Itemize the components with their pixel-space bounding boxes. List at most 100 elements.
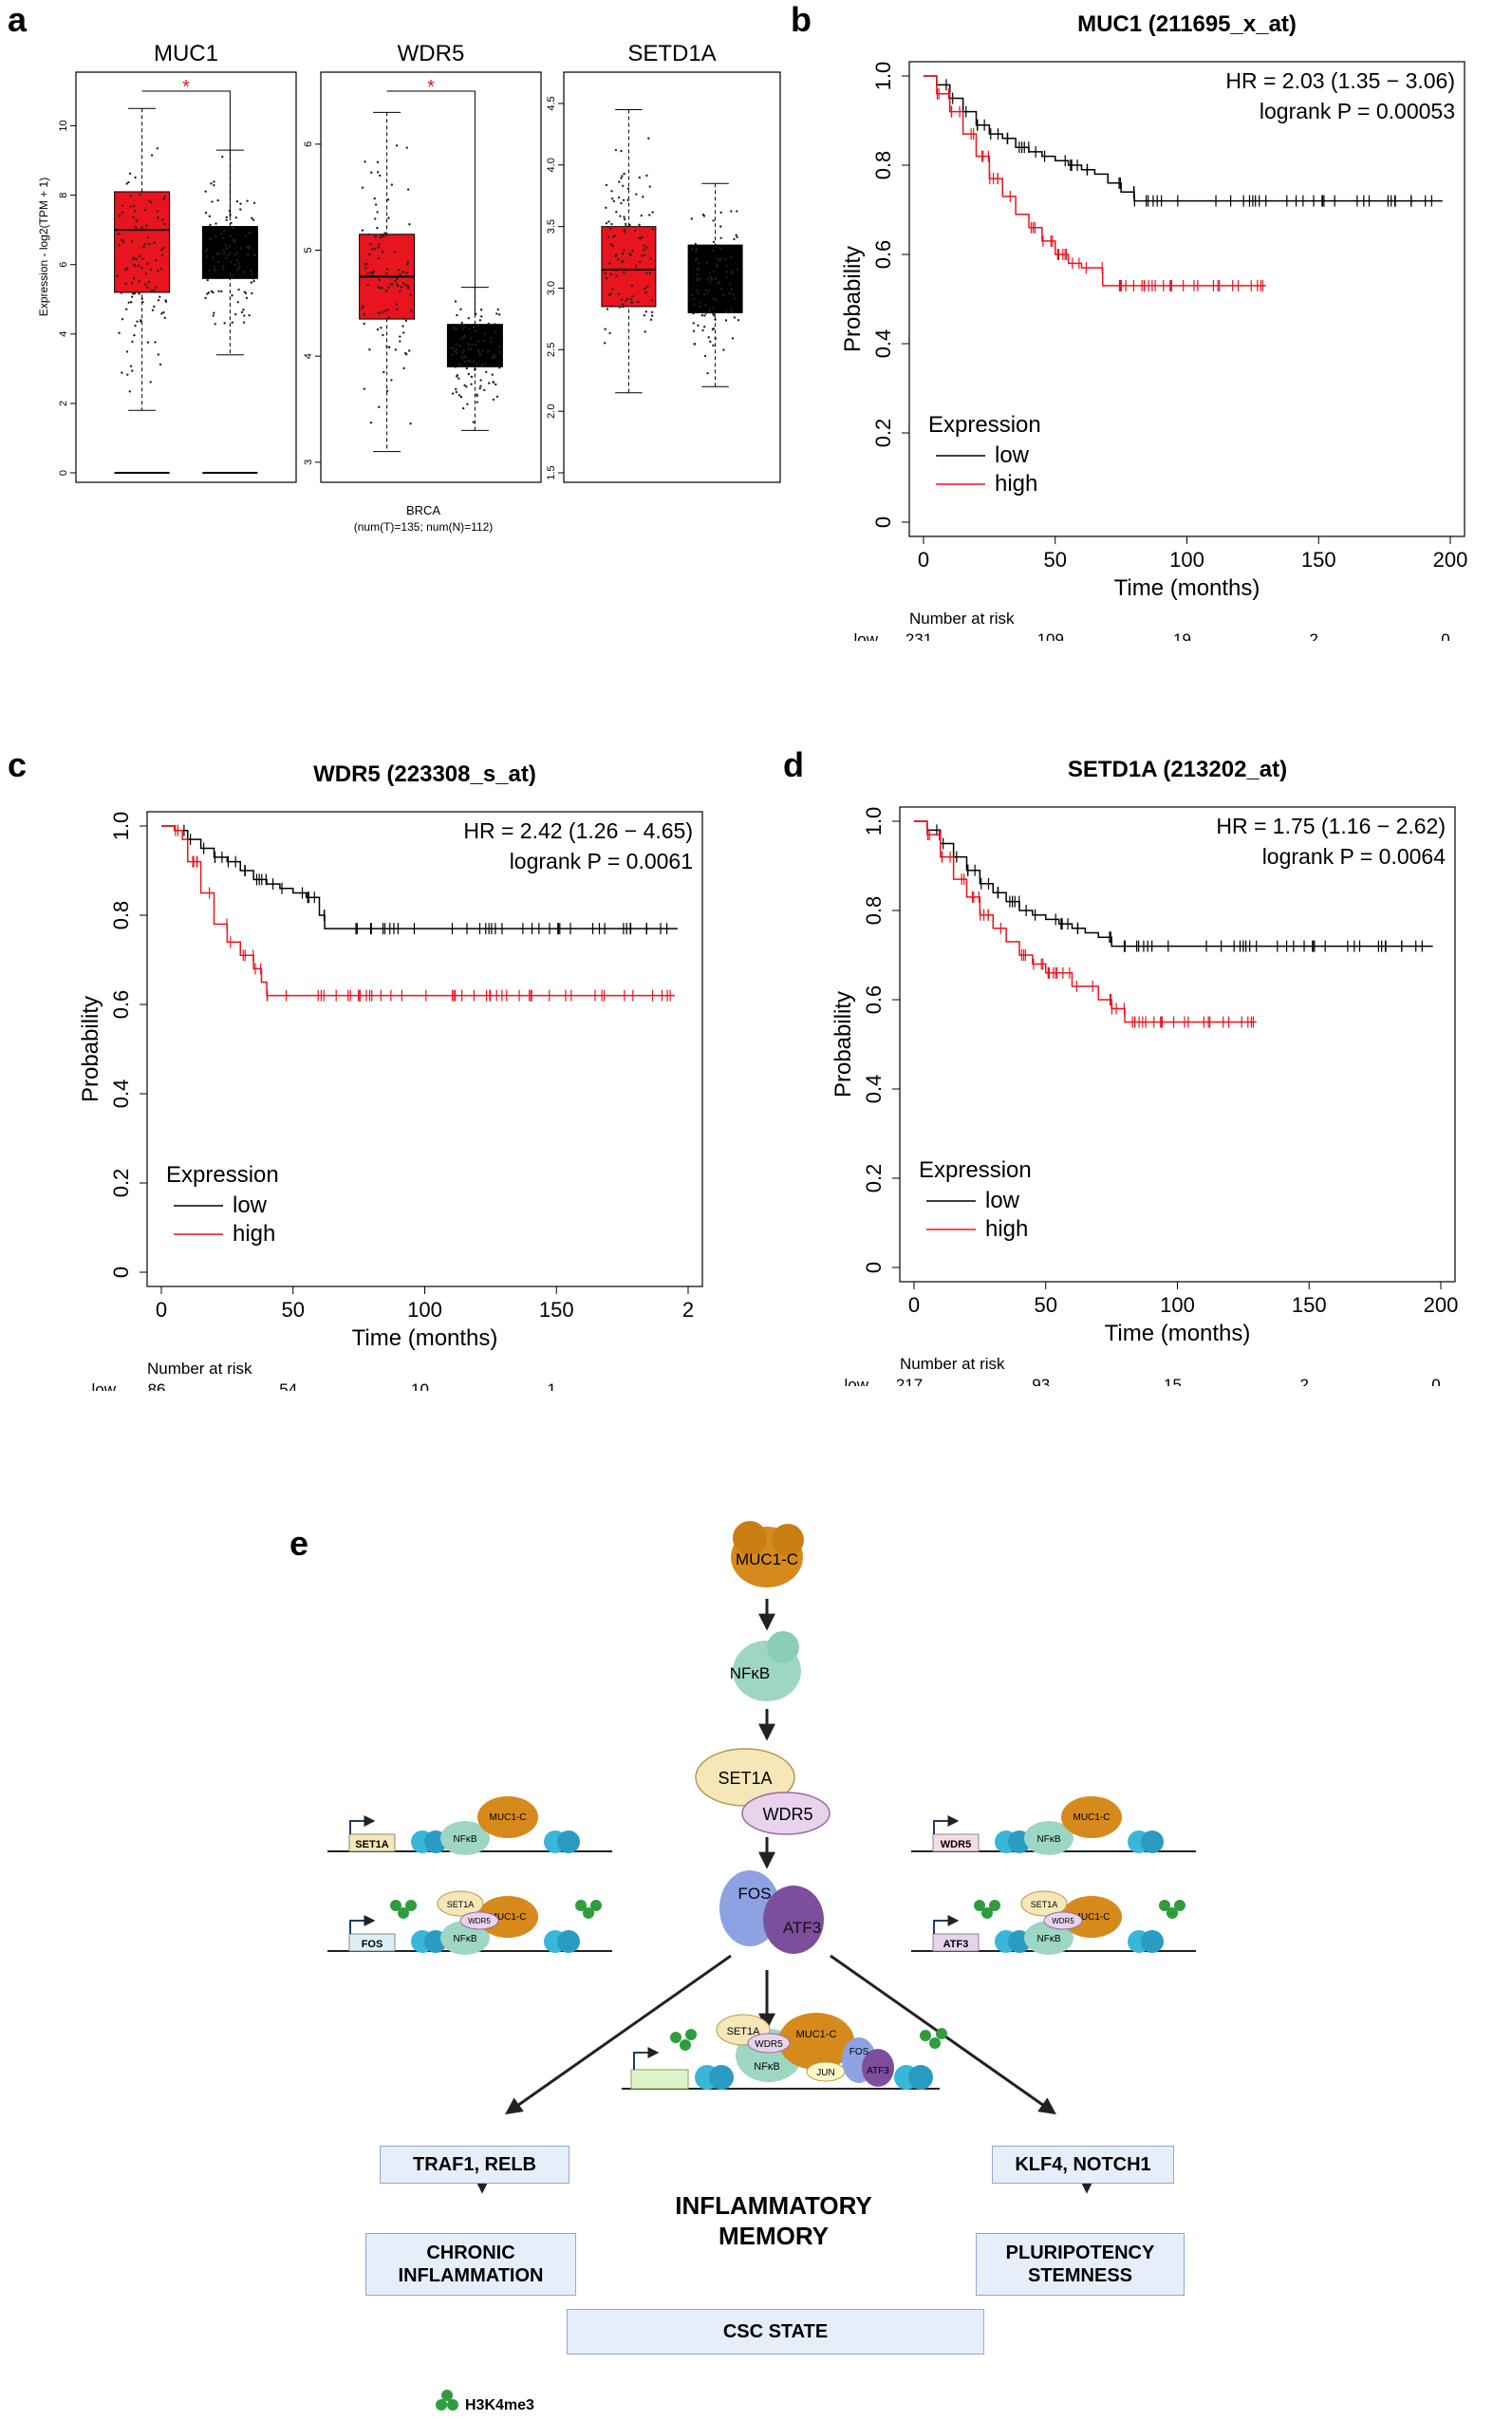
jitter-point [252,218,255,221]
jitter-point [490,341,493,344]
jitter-point [162,310,165,314]
jitter-point [214,270,216,272]
jitter-point [731,337,735,340]
jitter-point [466,403,469,405]
set1a-wdr5-complex: SET1A WDR5 [695,1748,831,1835]
x-tick-label: 50 [1035,1293,1057,1317]
jitter-point [708,311,711,314]
jitter-point [395,144,399,147]
boxplot-xlabel: BRCA [406,503,440,517]
jitter-point [496,308,499,311]
jitter-point [233,263,236,267]
jitter-point [704,289,708,292]
jitter-point [693,303,696,306]
jitter-point [382,333,384,337]
jitter-point [469,360,472,363]
track-set1a-label: SET1A [1031,1900,1058,1909]
jitter-point [236,301,240,304]
jitter-point [150,201,153,204]
jitter-point [143,209,147,212]
h3k4me3-legend: H3K4me3 [436,2390,534,2413]
jitter-point [361,229,364,232]
jitter-point [712,219,715,222]
jitter-point [494,323,496,326]
jitter-point [134,176,137,179]
jitter-point [390,379,393,382]
jitter-point [458,344,461,347]
jitter-point [204,250,208,253]
boxplot-ylabel: Expression - log2(TPM + 1) [37,178,50,316]
y-tick-label: 4.5 [546,96,557,110]
jitter-point [455,351,458,355]
jitter-point [615,211,618,214]
jitter-point [141,301,144,304]
jitter-point [135,257,138,261]
jitter-point [696,268,699,271]
jitter-point [734,297,737,300]
legend-label-low: low [233,1192,268,1218]
jitter-point [462,355,466,358]
jitter-point [690,217,694,220]
jitter-point [724,265,728,268]
jitter-point [461,351,464,354]
legend-label-low: low [985,1188,1020,1213]
jitter-point [208,215,212,218]
jitter-point [364,160,366,163]
jitter-point [217,290,220,292]
y-tick-label: 0.2 [109,1169,133,1198]
jitter-point [361,307,364,310]
jitter-point [485,370,488,374]
jitter-point [126,373,129,376]
jitter-point [471,343,474,347]
jitter-point [363,322,365,326]
jitter-point [374,217,377,220]
jitter-point [487,349,490,353]
jitter-point [462,336,466,339]
jitter-point [153,241,156,244]
jitter-point [136,320,139,323]
gene-track-set1a: SET1A NFκB MUC1-C [327,1796,612,1855]
jitter-point [132,256,136,259]
jitter-point [377,311,380,314]
jitter-point [714,318,717,321]
y-tick-label: 0.4 [862,1075,886,1104]
panel-label-b: b [791,0,812,39]
jitter-point [215,222,217,225]
jitter-point [605,222,608,225]
gene-name: SET1A [355,1839,389,1850]
jitter-point [214,268,216,271]
jitter-point [127,180,130,184]
jitter-point [719,225,722,228]
jitter-point [476,394,478,398]
jitter-point [639,237,642,240]
jitter-point [706,371,709,375]
jitter-point [150,289,153,292]
y-tick-label: 0.6 [862,985,886,1015]
jitter-point [131,369,134,372]
jitter-point [210,182,213,185]
jitter-point [455,328,457,331]
jitter-point [406,188,410,191]
risk-row-label-low: low [853,630,878,641]
jitter-point [150,154,154,157]
boxplot-xsub: (num(T)=135; num(N)=112) [354,520,494,534]
jitter-point [724,319,728,322]
jitter-point [209,237,212,240]
track-muc1c-label: MUC1-C [490,1912,527,1923]
jitter-point [708,290,711,292]
jitter-point [121,318,124,321]
jitter-point [130,295,134,298]
jitter-point [736,235,738,239]
y-tick-label: 0 [862,1262,886,1273]
jitter-point [163,196,166,198]
jitter-point [247,232,251,235]
jitter-point [223,229,226,233]
jitter-point [612,199,616,203]
jitter-point [204,190,207,193]
jitter-point [140,267,143,270]
jitter-point [387,286,390,289]
jitter-point [130,281,134,285]
x-tick-label: 150 [1301,548,1336,572]
jitter-point [147,280,151,284]
